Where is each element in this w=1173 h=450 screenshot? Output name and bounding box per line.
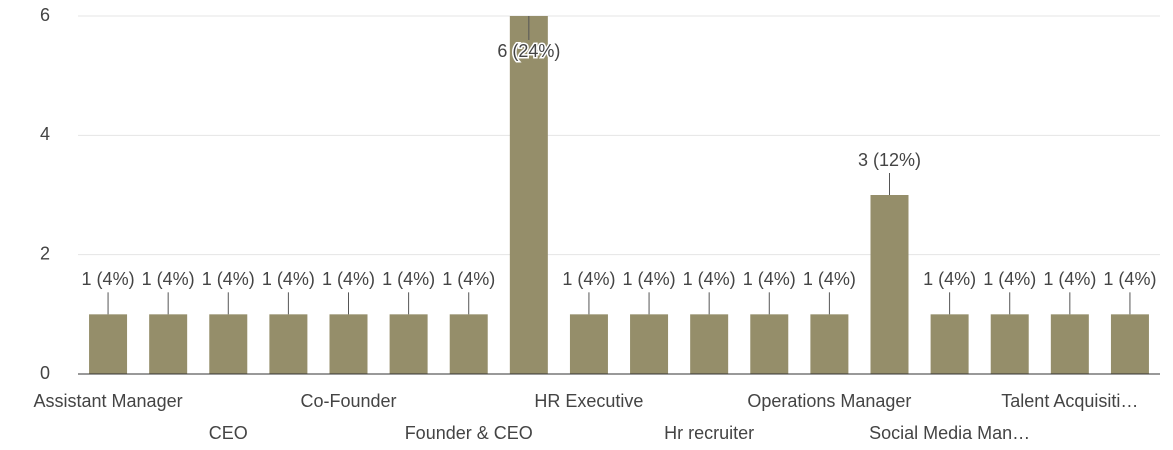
bar [810,314,849,374]
value-label: 1 (4%) [743,269,796,289]
value-label: 6 (24%) [497,41,560,61]
bar [750,314,789,374]
value-label: 1 (4%) [923,269,976,289]
x-tick-label: CEO [209,423,248,443]
y-tick-label: 6 [40,5,50,25]
bar [1050,314,1089,374]
value-label: 1 (4%) [382,269,435,289]
bar [209,314,248,374]
value-label: 1 (4%) [983,269,1036,289]
x-tick-label: HR Executive [534,391,643,411]
bar [930,314,969,374]
x-tick-label: Founder & CEO [405,423,533,443]
value-label: 1 (4%) [803,269,856,289]
bar [870,195,909,374]
value-label: 1 (4%) [1103,269,1156,289]
y-tick-label: 4 [40,124,50,144]
bar [569,314,608,374]
value-label: 1 (4%) [202,269,255,289]
value-label: 1 (4%) [1043,269,1096,289]
value-label: 3 (12%) [858,150,921,170]
bar [630,314,669,374]
value-label: 1 (4%) [142,269,195,289]
value-label: 1 (4%) [562,269,615,289]
bar [690,314,729,374]
bar [269,314,308,374]
x-tick-label: Hr recruiter [664,423,754,443]
value-label: 1 (4%) [442,269,495,289]
bar [990,314,1029,374]
x-tick-label: Assistant Manager [34,391,183,411]
x-tick-label: Co-Founder [300,391,396,411]
y-tick-label: 2 [40,243,50,263]
bar [1110,314,1149,374]
value-label: 1 (4%) [623,269,676,289]
bar [149,314,188,374]
value-label: 1 (4%) [82,269,135,289]
value-label: 1 (4%) [262,269,315,289]
value-label: 1 (4%) [683,269,736,289]
x-tick-label: Talent Acquisiti… [1001,391,1138,411]
bar [449,314,488,374]
x-tick-label: Operations Manager [747,391,911,411]
value-label: 1 (4%) [322,269,375,289]
x-tick-label: Social Media Man… [869,423,1030,443]
bar [509,16,548,374]
bar [329,314,368,374]
bar [89,314,128,374]
bar [389,314,428,374]
y-tick-label: 0 [40,363,50,383]
